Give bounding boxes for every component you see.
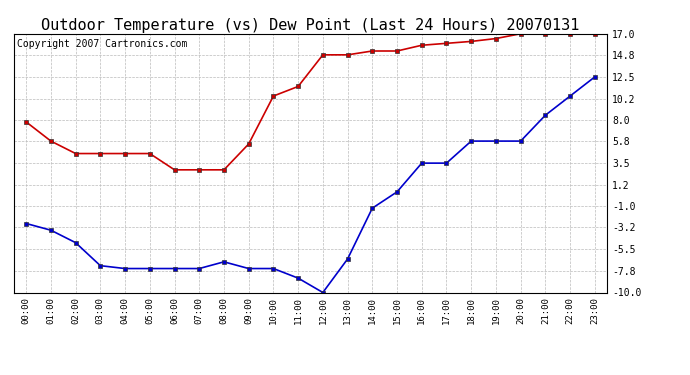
Title: Outdoor Temperature (vs) Dew Point (Last 24 Hours) 20070131: Outdoor Temperature (vs) Dew Point (Last… [41, 18, 580, 33]
Text: Copyright 2007 Cartronics.com: Copyright 2007 Cartronics.com [17, 39, 187, 49]
